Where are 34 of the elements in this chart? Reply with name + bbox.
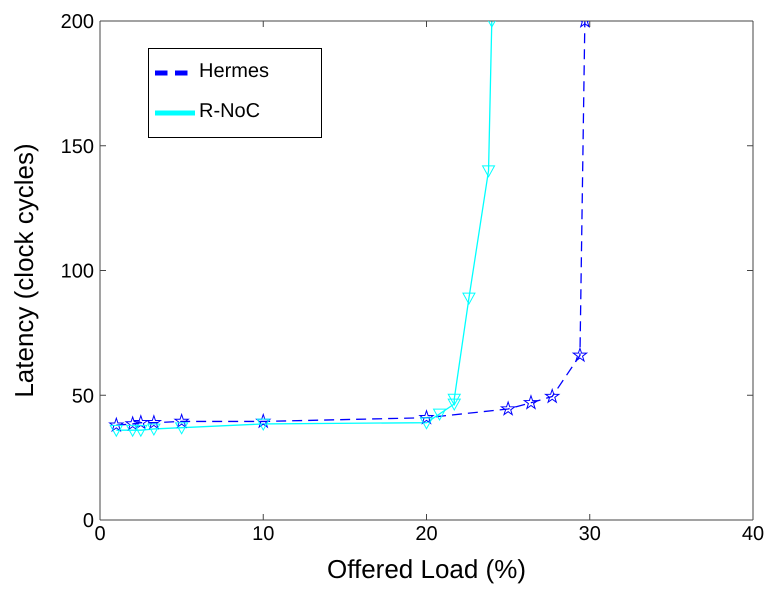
point [448, 398, 461, 410]
y-tick-label: 150 [60, 136, 94, 158]
point [524, 395, 538, 409]
point [174, 414, 189, 428]
point [256, 414, 270, 428]
point [433, 408, 446, 420]
point [110, 424, 123, 437]
point [146, 415, 162, 429]
y-tick-label: 50 [72, 385, 94, 408]
point [462, 292, 476, 304]
legend-label: Hermes [199, 60, 270, 82]
point [500, 401, 516, 416]
y-tick-label: 200 [60, 11, 94, 34]
point [125, 416, 140, 430]
point [482, 165, 496, 178]
y-axis-title: Latency (clock cycles) [9, 143, 40, 398]
point [134, 415, 148, 429]
legend-label: R-NoC [199, 100, 260, 122]
point [134, 424, 148, 437]
point [419, 410, 434, 424]
x-tick-label: 20 [415, 523, 438, 546]
y-tick-label: 100 [60, 260, 94, 283]
x-tick-label: 10 [252, 523, 274, 546]
x-tick-label: 30 [578, 523, 601, 546]
point [147, 424, 160, 436]
point [572, 348, 588, 362]
point [109, 418, 124, 432]
x-axis-title: Offered Load (%) [327, 554, 526, 584]
point [126, 424, 140, 437]
point [175, 422, 188, 434]
point [256, 418, 270, 430]
point [545, 388, 560, 403]
point [448, 394, 461, 406]
x-tick-label: 40 [742, 523, 764, 546]
